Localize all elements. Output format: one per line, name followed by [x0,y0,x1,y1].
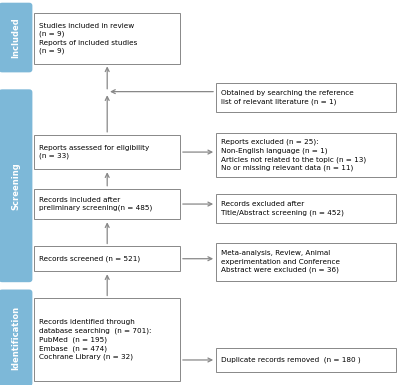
FancyBboxPatch shape [216,348,396,372]
Text: Identification: Identification [11,306,20,370]
Text: Records included after
preliminary screening(n = 485): Records included after preliminary scree… [39,197,152,211]
Text: Reports excluded (n = 25):
Non-English language (n = 1)
Articles not related to : Reports excluded (n = 25): Non-English l… [221,139,366,171]
Text: Screening: Screening [11,162,20,210]
FancyBboxPatch shape [34,13,180,64]
FancyBboxPatch shape [216,83,396,112]
Text: Records screened (n = 521): Records screened (n = 521) [39,256,140,262]
FancyBboxPatch shape [34,189,180,219]
FancyBboxPatch shape [34,246,180,271]
Text: Reports assessed for eligibility
(n = 33): Reports assessed for eligibility (n = 33… [39,145,149,159]
Text: Records identified through
database searching  (n = 701):
PubMed  (n = 195)
Emba: Records identified through database sear… [39,319,151,360]
FancyBboxPatch shape [216,133,396,177]
FancyBboxPatch shape [34,298,180,381]
FancyBboxPatch shape [0,3,32,72]
Text: Studies included in review
(n = 9)
Reports of included studies
(n = 9): Studies included in review (n = 9) Repor… [39,23,137,54]
FancyBboxPatch shape [0,89,32,282]
Text: Meta-analysis, Review, Animal
experimentation and Conference
Abstract were exclu: Meta-analysis, Review, Animal experiment… [221,250,340,273]
FancyBboxPatch shape [34,135,180,169]
Text: Included: Included [11,17,20,58]
Text: Obtained by searching the reference
list of relevant literature (n = 1): Obtained by searching the reference list… [221,90,354,105]
FancyBboxPatch shape [216,194,396,223]
Text: Duplicate records removed  (n = 180 ): Duplicate records removed (n = 180 ) [221,357,360,363]
FancyBboxPatch shape [216,243,396,281]
Text: Records excluded after
Title/Abstract screening (n = 452): Records excluded after Title/Abstract sc… [221,201,344,216]
FancyBboxPatch shape [0,290,32,385]
